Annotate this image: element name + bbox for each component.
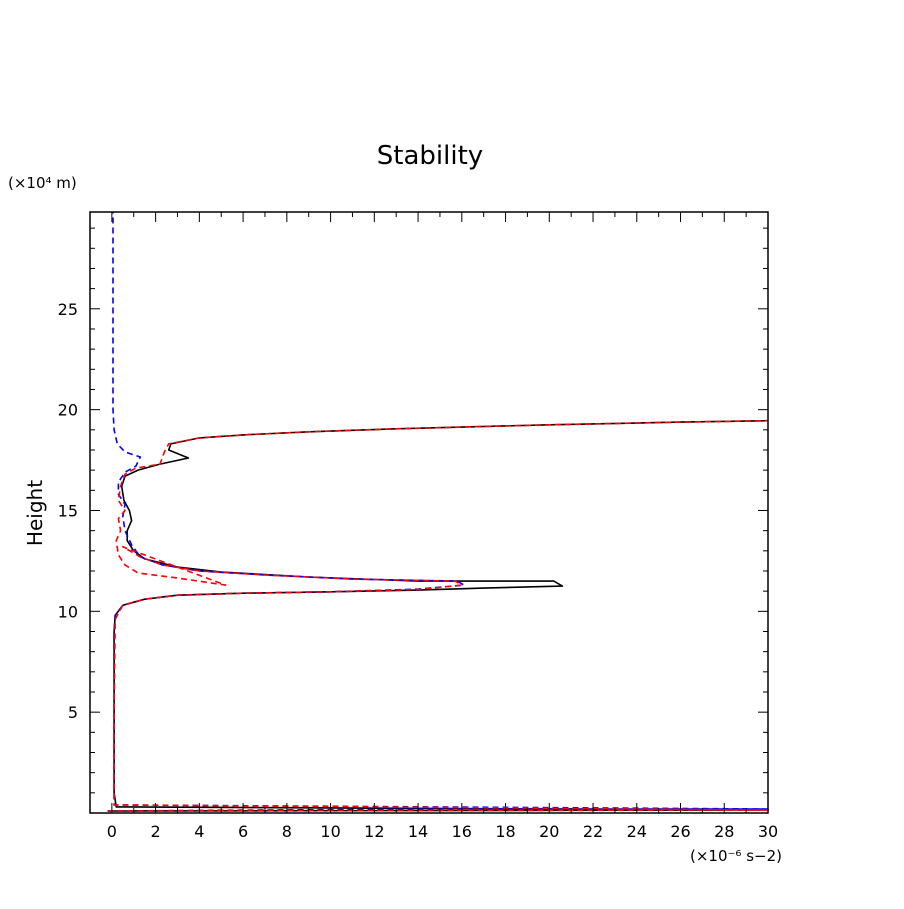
series-line-2 [107,212,769,812]
x-tick-label: 28 [714,822,734,841]
x-tick-label: 0 [107,822,117,841]
x-tick-label: 8 [282,822,292,841]
chart-title: Stability [377,141,483,171]
x-axis-unit-label: (×10⁻⁶ s−2) [690,847,782,865]
series-layer [107,212,769,812]
y-axis-label: Height [23,480,47,546]
y-tick-label: 25 [58,300,78,319]
x-tick-label: 2 [151,822,161,841]
x-tick-label: 20 [539,822,559,841]
x-tick-label: 18 [495,822,515,841]
series-line-3 [107,419,769,812]
series-line-1 [107,419,769,812]
y-tick-label: 5 [68,703,78,722]
y-axis-unit-label: (×10⁴ m) [8,174,77,192]
y-tick-label: 15 [58,501,78,520]
x-tick-label: 24 [627,822,647,841]
x-tick-label: 14 [408,822,428,841]
x-tick-label: 4 [194,822,204,841]
x-tick-label: 30 [758,822,778,841]
x-tick-label: 22 [583,822,603,841]
x-tick-label: 12 [364,822,384,841]
x-tick-label: 10 [320,822,340,841]
x-tick-label: 16 [452,822,472,841]
plot-frame [89,211,769,814]
y-tick-label: 20 [58,401,78,420]
y-tick-label: 10 [58,602,78,621]
x-tick-label: 6 [238,822,248,841]
x-tick-label: 26 [670,822,690,841]
